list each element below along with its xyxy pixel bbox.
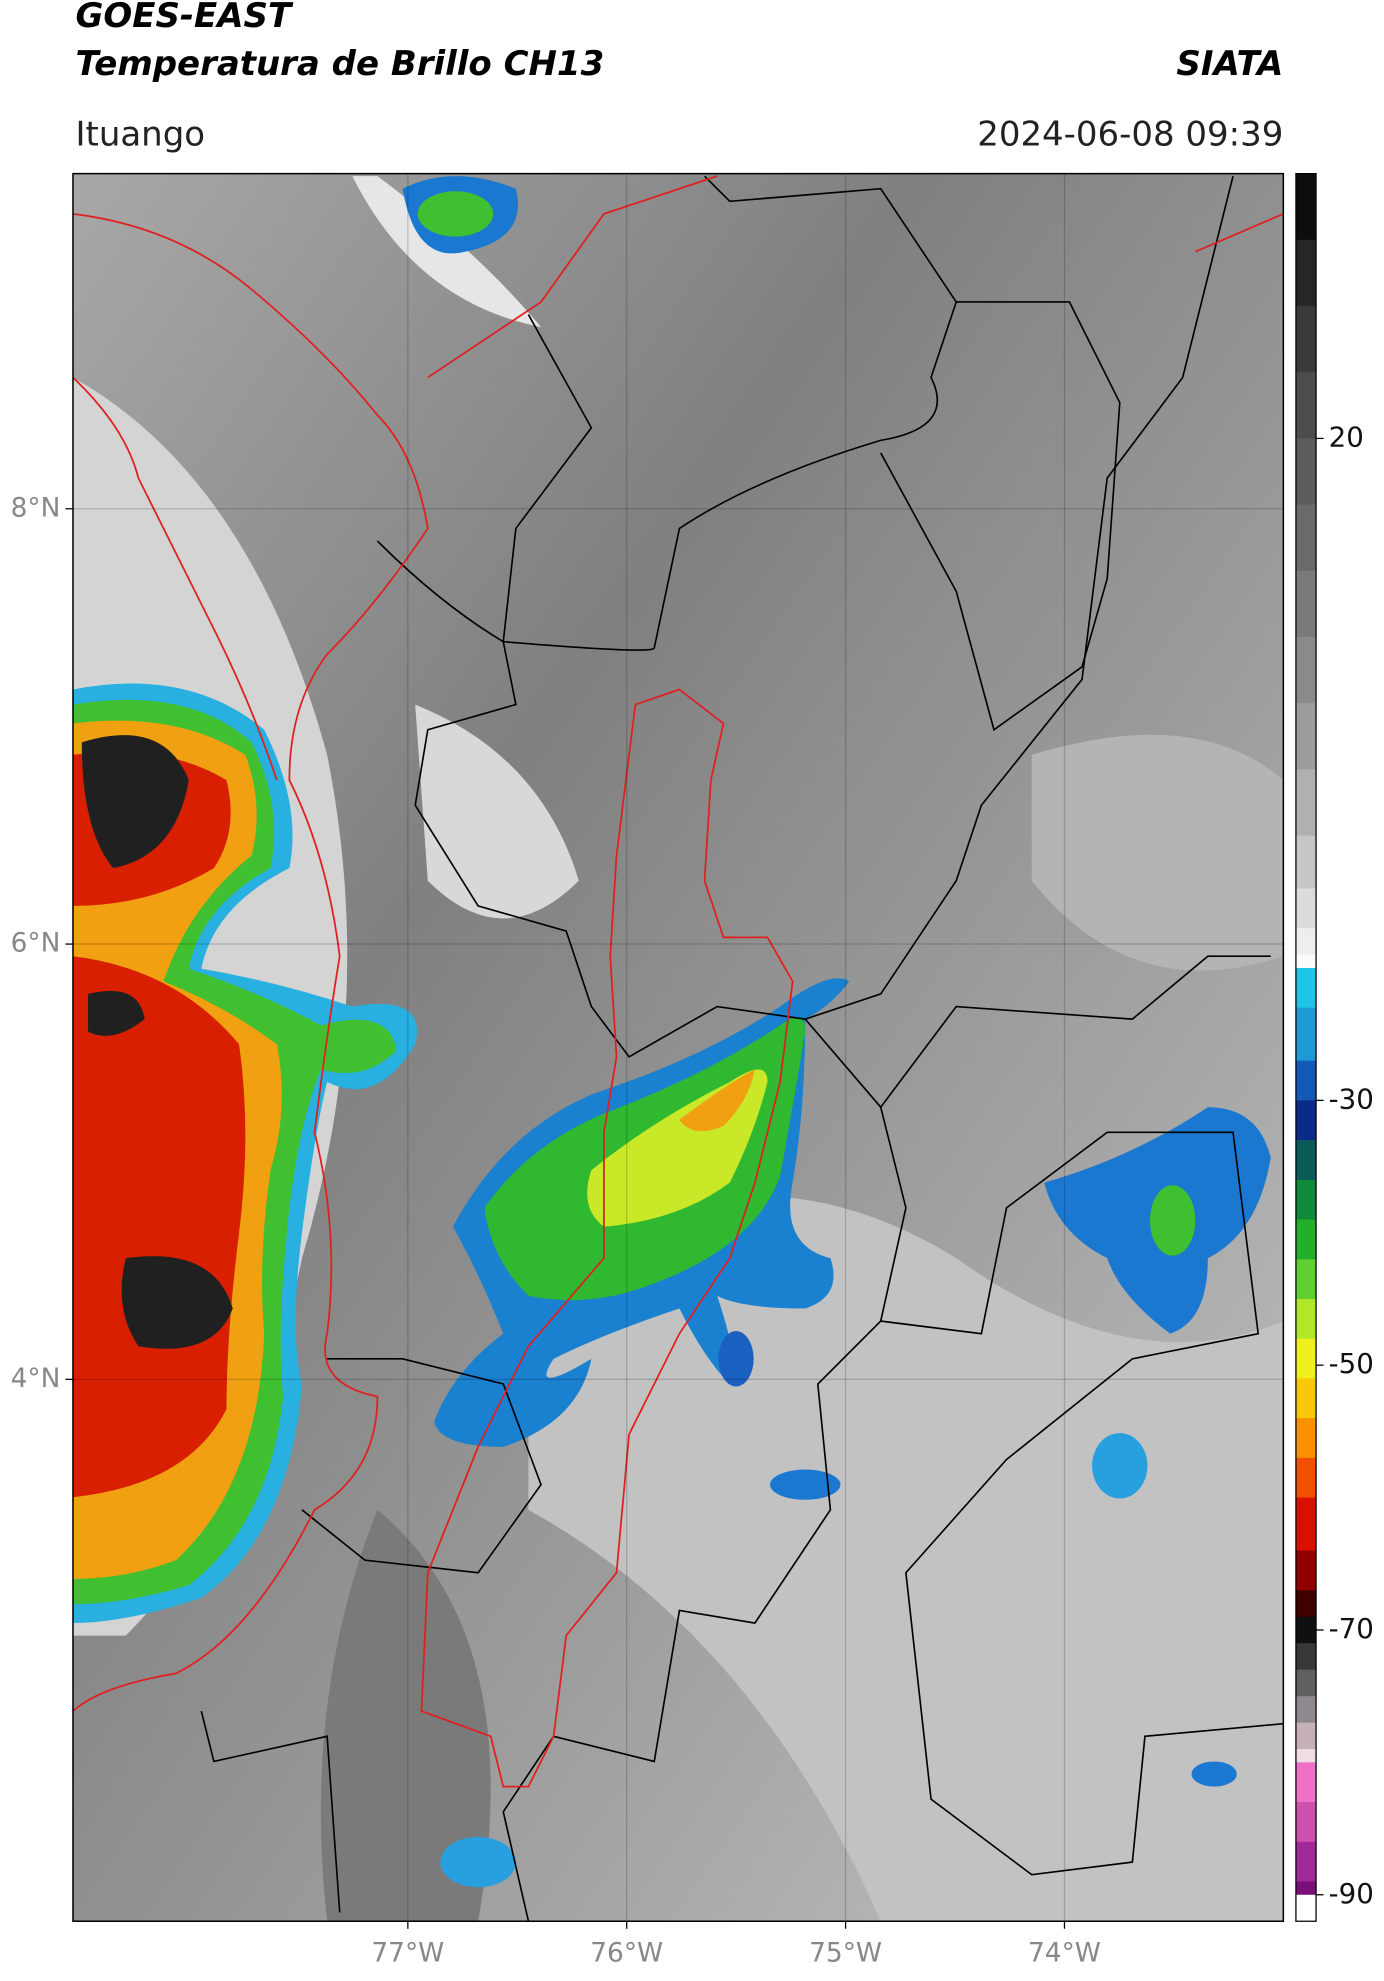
colorbar-swatch [1295,1457,1317,1499]
colorbar-swatch [1295,504,1317,572]
colorbar-swatch [1295,967,1317,1009]
x-tick-label: 75°W [809,1937,882,1968]
map-frame [72,172,1285,1922]
colorbar-swatch [1295,835,1317,890]
colorbar-swatch [1295,1590,1317,1618]
colorbar-swatch [1295,703,1317,771]
colorbar-swatch [1295,1841,1317,1883]
colorbar-tick-label: -90 [1329,1877,1374,1910]
colorbar-tick-label: -70 [1329,1612,1374,1645]
y-tick-label: 8°N [11,492,61,523]
satellite-image [72,173,1284,1922]
colorbar-tick-label: -50 [1329,1347,1374,1380]
colorbar-swatch [1295,1418,1317,1459]
colorbar-frame [1295,172,1317,1922]
colorbar-swatch [1295,1802,1317,1843]
graticule: 77°W 76°W 75°W 74°W 8°N 6°N 4°N [11,173,1284,1968]
y-tick-label: 6°N [11,928,61,959]
colorbar: 20 -30 -50 -70 -90 [1295,173,1374,1922]
subtitle: Temperatura de Brillo CH13 [75,44,604,84]
colorbar-swatch [1295,637,1317,704]
colorbar-swatch [1295,239,1317,307]
colorbar-swatch [1295,1894,1317,1922]
colorbar-swatch [1295,888,1317,929]
x-tick-label: 74°W [1028,1937,1101,1968]
colorbar-swatch [1295,306,1317,373]
colorbar-swatch [1295,1550,1317,1591]
colorbar-swatch [1295,1722,1317,1750]
colorbar-swatch [1295,1643,1317,1671]
colorbar-swatch [1295,1497,1317,1552]
colorbar-swatch [1295,570,1317,638]
colorbar-swatch [1295,1140,1317,1181]
y-tick-label: 4°N [11,1363,61,1394]
colorbar-swatch [1295,173,1317,241]
region: Ituango [75,114,205,154]
colorbar-swatch [1295,1100,1317,1141]
x-tick-label: 77°W [371,1937,444,1968]
colorbar-swatch [1295,1669,1317,1697]
colorbar-swatch [1295,1881,1317,1896]
colorbar-tick-label: -30 [1329,1082,1374,1115]
colorbar-swatch [1295,954,1317,969]
colorbar-swatch [1295,1007,1317,1062]
colorbar-swatch [1295,1259,1317,1300]
colorbar-swatch [1295,1298,1317,1340]
colorbar-swatch [1295,1762,1317,1803]
colorbar-swatch [1295,1749,1317,1763]
colorbar-swatch [1295,372,1317,440]
colorbar-tick-label: 20 [1329,420,1364,453]
colorbar-swatch [1295,1219,1317,1260]
colorbar-swatch [1295,1179,1317,1221]
colorbar-swatch [1295,1616,1317,1644]
colorbar-swatch [1295,1378,1317,1419]
timestamp: 2024-06-08 09:39 [977,114,1283,154]
colorbar-swatch [1295,1338,1317,1380]
colorbar-swatch [1295,438,1317,506]
colorbar-swatch [1295,928,1317,956]
x-tick-label: 76°W [590,1937,663,1968]
colorbar-swatch [1295,1696,1317,1724]
colorbar-swatch [1295,769,1317,837]
source: SIATA [1176,44,1283,84]
title: GOES-EAST [75,0,293,36]
colorbar-swatch [1295,1060,1317,1102]
